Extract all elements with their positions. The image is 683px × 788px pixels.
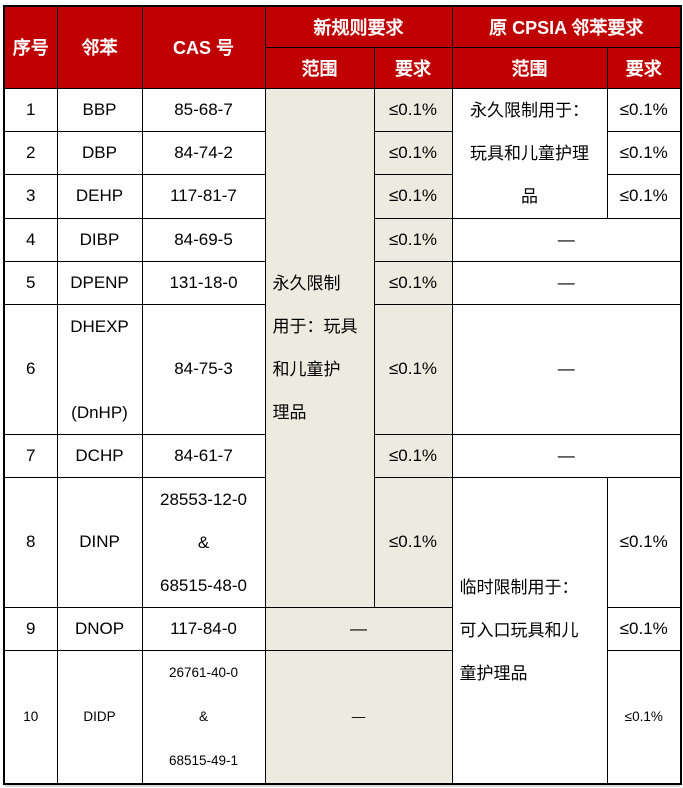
cell-no: 5 (3, 260, 58, 305)
cell-new-req: ≤0.1% (373, 476, 453, 608)
cell-cas: 84-75-3 (141, 303, 266, 435)
table-row: 10 DIDP 26761-40-0 & 68515-49-1 — ≤0.1% (3, 649, 682, 784)
cell-new-req: ≤0.1% (373, 87, 453, 132)
cell-new-req: ≤0.1% (373, 217, 453, 262)
header-cpsia-scope: 范围 (451, 46, 608, 89)
cell-cpsia-dash: — (451, 303, 682, 435)
cell-cpsia-req: ≤0.1% (606, 87, 682, 132)
cell-phthalate: DNOP (56, 606, 143, 651)
cell-no: 10 (3, 649, 58, 784)
cell-cas: 28553-12-0 & 68515-48-0 (141, 476, 266, 608)
table-row: 2 DBP 84-74-2 ≤0.1% ≤0.1% (3, 130, 682, 176)
cell-no: 7 (3, 433, 58, 478)
header-cpsia-req: 要求 (606, 46, 682, 89)
cell-cpsia-dash: — (451, 260, 682, 305)
cell-cpsia-req: ≤0.1% (606, 606, 682, 651)
cell-no: 2 (3, 130, 58, 176)
cell-cas: 85-68-7 (141, 87, 266, 132)
cell-new-dash: — (264, 649, 453, 784)
cell-cpsia-req: ≤0.1% (606, 130, 682, 176)
merged-cpsia-scope-permanent-cell: 永久限制用于： 玩具和儿童护理 品 (451, 87, 608, 219)
cell-no: 3 (3, 174, 58, 219)
table-row: 9 DNOP 117-84-0 — ≤0.1% (3, 606, 682, 651)
table-row: 1 BBP 85-68-7 永久限制 用于：玩具 和儿童护 理品 ≤0.1% 永… (3, 87, 682, 608)
cell-cpsia-dash: — (451, 433, 682, 478)
cell-no: 4 (3, 217, 58, 262)
cell-new-req: ≤0.1% (373, 174, 453, 219)
cell-cpsia-req: ≤0.1% (606, 174, 682, 219)
cell-phthalate: DIDP (56, 649, 143, 784)
header-cas: CAS 号 (141, 5, 266, 89)
table-row: 8 DINP 28553-12-0 & 68515-48-0 ≤0.1% 临时限… (3, 476, 682, 784)
header-new-req: 要求 (373, 46, 453, 89)
table-row: 5 DPENP 131-18-0 ≤0.1% — (3, 260, 682, 305)
cell-cas: 131-18-0 (141, 260, 266, 305)
cell-new-req: ≤0.1% (373, 130, 453, 176)
merged-cpsia-scope-temporary-cell: 临时限制用于： 可入口玩具和儿 童护理品 (451, 476, 608, 784)
table-row: 7 DCHP 84-61-7 ≤0.1% — (3, 433, 682, 478)
cell-phthalate: DPENP (56, 260, 143, 305)
cell-cas: 117-81-7 (141, 174, 266, 219)
header-new-scope: 范围 (264, 46, 375, 89)
cell-cas: 26761-40-0 & 68515-49-1 (141, 649, 266, 784)
merged-new-scope-cell: 永久限制 用于：玩具 和儿童护 理品 (264, 87, 375, 608)
cell-no: 8 (3, 476, 58, 608)
cell-cas: 117-84-0 (141, 606, 266, 651)
table-row: 4 DIBP 84-69-5 ≤0.1% — (3, 217, 682, 262)
cell-new-req: ≤0.1% (373, 433, 453, 478)
cell-no: 1 (3, 87, 58, 132)
cell-cpsia-dash: — (451, 217, 682, 262)
cell-phthalate: BBP (56, 87, 143, 132)
cell-phthalate: DEHP (56, 174, 143, 219)
header-group-cpsia: 原 CPSIA 邻苯要求 (451, 5, 682, 48)
cell-cas: 84-69-5 (141, 217, 266, 262)
table-row: 6 DHEXP (DnHP) 84-75-3 ≤0.1% — (3, 303, 682, 435)
cell-cpsia-req: ≤0.1% (606, 476, 682, 608)
phthalates-requirements-table: 序号 邻苯 CAS 号 新规则要求 原 CPSIA 邻苯要求 范围 要求 范围 … (3, 5, 683, 785)
cell-phthalate: DIBP (56, 217, 143, 262)
cell-new-dash: — (264, 606, 453, 651)
cell-cpsia-req: ≤0.1% (606, 649, 682, 784)
cell-phthalate: DHEXP (DnHP) (56, 303, 143, 435)
cell-cas: 84-74-2 (141, 130, 266, 176)
cell-phthalate: DCHP (56, 433, 143, 478)
header-no: 序号 (3, 5, 58, 89)
cell-no: 9 (3, 606, 58, 651)
header-phthalate: 邻苯 (56, 5, 143, 89)
cell-no: 6 (3, 303, 58, 435)
cell-new-req: ≤0.1% (373, 260, 453, 305)
cell-new-req: ≤0.1% (373, 303, 453, 435)
cell-phthalate: DBP (56, 130, 143, 176)
header-group-new-rule: 新规则要求 (264, 5, 453, 48)
cell-phthalate: DINP (56, 476, 143, 608)
table-row: 3 DEHP 117-81-7 ≤0.1% ≤0.1% (3, 174, 682, 219)
cell-cas: 84-61-7 (141, 433, 266, 478)
